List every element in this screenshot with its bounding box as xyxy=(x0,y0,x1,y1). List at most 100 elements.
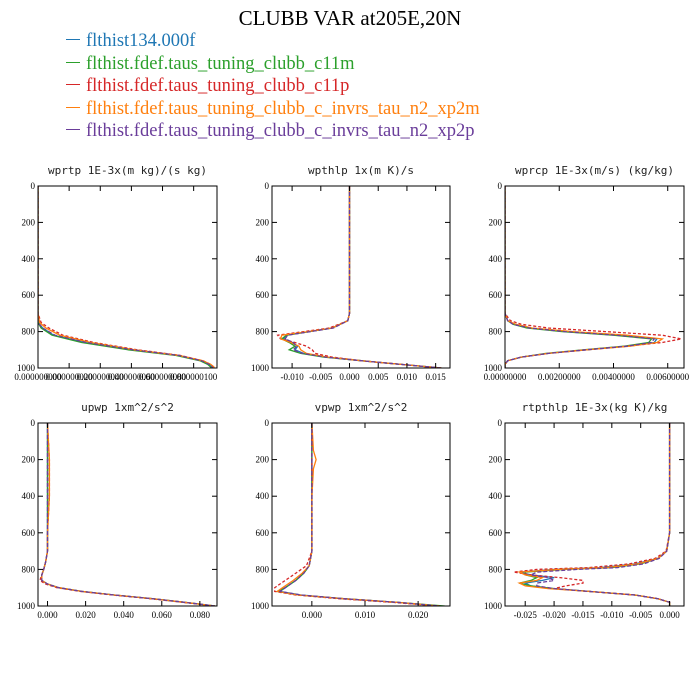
legend-entry: flthist.fdef.taus_tuning_clubb_c_invrs_t… xyxy=(66,98,480,121)
y-tick-label: 1000 xyxy=(17,601,36,611)
x-tick-label: 0.00400000 xyxy=(592,372,635,382)
chart-panel: wpthlp 1x(m K)/s 0 200 400 600 800 1000 -0.010-… xyxy=(251,164,451,382)
x-tick-label: -0.010 xyxy=(600,610,624,620)
y-tick-label: 600 xyxy=(256,290,270,300)
series-line xyxy=(505,186,665,368)
y-tick-label: 200 xyxy=(256,217,270,227)
y-tick-label: 600 xyxy=(256,528,270,538)
y-tick-label: 400 xyxy=(489,254,503,264)
panel-title: wpthlp 1x(m K)/s xyxy=(308,164,414,177)
series-line xyxy=(278,423,440,606)
x-tick-label: 0.020 xyxy=(408,610,429,620)
series-line xyxy=(38,186,213,368)
x-tick-label: -0.005 xyxy=(309,372,333,382)
y-tick-label: 800 xyxy=(489,564,503,574)
y-tick-label: 0 xyxy=(498,181,503,191)
plot-frame xyxy=(37,185,218,369)
legend-swatch xyxy=(66,61,80,63)
chart-panel: wprtp 1E-3x(m kg)/(s kg) 0 200 400 600 800 100… xyxy=(14,164,217,382)
legend-swatch xyxy=(66,84,80,86)
y-tick-label: 0 xyxy=(31,418,36,428)
y-tick-label: 1000 xyxy=(484,363,503,373)
series-line xyxy=(513,423,671,606)
series-line xyxy=(38,186,215,368)
legend: flthist134.000f flthist.fdef.taus_tuning… xyxy=(66,30,480,143)
x-tick-label: -0.015 xyxy=(571,610,595,620)
y-tick-label: 200 xyxy=(489,217,503,227)
series-line xyxy=(39,423,214,606)
legend-swatch xyxy=(66,106,80,108)
y-tick-label: 200 xyxy=(22,217,36,227)
y-tick-label: 400 xyxy=(256,491,270,501)
plot-frame xyxy=(37,422,218,607)
y-tick-label: 400 xyxy=(22,491,36,501)
y-tick-label: 1000 xyxy=(484,601,503,611)
x-tick-label: 0.000000000 xyxy=(14,372,62,382)
x-tick-label: 0.00000000 xyxy=(484,372,527,382)
x-tick-label: 0.000000100 xyxy=(170,372,218,382)
y-tick-label: 200 xyxy=(256,455,270,465)
y-tick-label: 1000 xyxy=(251,601,270,611)
series-line xyxy=(274,423,440,606)
series-line xyxy=(282,186,442,368)
chart-panel: wprcp 1E-3x(m/s) (kg/kg) 0 200 400 600 800 100… xyxy=(484,164,690,382)
x-tick-label: -0.010 xyxy=(280,372,304,382)
y-tick-label: 0 xyxy=(265,418,270,428)
series-line xyxy=(41,423,216,606)
y-tick-label: 200 xyxy=(22,455,36,465)
x-tick-label: 0.000 xyxy=(302,610,323,620)
y-tick-label: 800 xyxy=(256,327,270,337)
y-tick-label: 600 xyxy=(489,290,503,300)
legend-swatch xyxy=(66,39,80,41)
y-tick-label: 1000 xyxy=(17,363,36,373)
x-tick-label: 0.060 xyxy=(152,610,173,620)
plot-frame xyxy=(271,422,451,607)
x-tick-label: -0.005 xyxy=(629,610,653,620)
x-tick-label: 0.015 xyxy=(426,372,447,382)
x-tick-label: 0.000 xyxy=(339,372,360,382)
y-tick-label: 400 xyxy=(22,254,36,264)
y-tick-label: 0 xyxy=(265,181,270,191)
panel-title: wprcp 1E-3x(m/s) (kg/kg) xyxy=(515,164,674,177)
x-tick-label: 0.010 xyxy=(397,372,418,382)
x-tick-label: 0.080 xyxy=(190,610,211,620)
series-line xyxy=(280,186,442,368)
legend-label: flthist134.000f xyxy=(86,31,196,51)
y-tick-label: 800 xyxy=(256,564,270,574)
y-tick-label: 400 xyxy=(256,254,270,264)
series-line xyxy=(505,186,659,368)
y-tick-label: 800 xyxy=(22,327,36,337)
panel-title: wprtp 1E-3x(m kg)/(s kg) xyxy=(48,164,207,177)
plot-frame xyxy=(271,185,451,369)
y-tick-label: 600 xyxy=(489,528,503,538)
y-tick-label: 1000 xyxy=(251,363,270,373)
legend-label: flthist.fdef.taus_tuning_clubb_c11m xyxy=(86,53,355,74)
series-line xyxy=(516,423,671,606)
legend-label: flthist.fdef.taus_tuning_clubb_c_invrs_t… xyxy=(86,121,475,141)
panel-title: upwp 1xm^2/s^2 xyxy=(81,401,174,414)
y-tick-label: 0 xyxy=(31,181,36,191)
x-tick-label: 0.000 xyxy=(659,610,680,620)
x-tick-label: -0.025 xyxy=(514,610,538,620)
x-tick-label: -0.020 xyxy=(542,610,566,620)
x-tick-label: 0.00200000 xyxy=(538,372,581,382)
x-tick-label: 0.000000060 xyxy=(108,372,156,382)
y-tick-label: 800 xyxy=(22,564,36,574)
y-tick-label: 600 xyxy=(22,528,36,538)
series-line xyxy=(38,186,215,368)
series-line xyxy=(275,423,445,606)
series-line xyxy=(38,186,212,368)
x-tick-label: 0.020 xyxy=(75,610,96,620)
legend-label: flthist.fdef.taus_tuning_clubb_c11p xyxy=(86,76,350,96)
series-line xyxy=(528,423,671,606)
y-tick-label: 0 xyxy=(498,418,503,428)
series-line xyxy=(38,186,213,368)
plot-frame xyxy=(504,185,685,369)
x-tick-label: 0.00600000 xyxy=(646,372,689,382)
x-tick-label: 0.000000080 xyxy=(139,372,187,382)
x-tick-label: 0.000000040 xyxy=(77,372,125,382)
y-tick-label: 600 xyxy=(22,290,36,300)
legend-swatch xyxy=(66,129,80,131)
